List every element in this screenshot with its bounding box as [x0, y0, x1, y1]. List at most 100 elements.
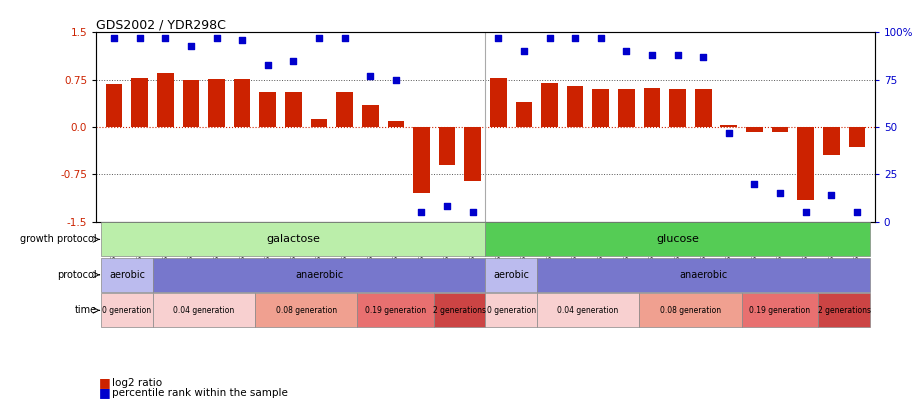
- Bar: [234, 79, 250, 127]
- Bar: [434, 293, 485, 327]
- Point: [107, 35, 122, 41]
- Text: 2 generations: 2 generations: [818, 306, 870, 315]
- Point: [645, 52, 660, 58]
- Bar: [618, 89, 635, 127]
- Text: time: time: [74, 305, 97, 315]
- Bar: [255, 293, 357, 327]
- Bar: [102, 258, 153, 292]
- Text: growth protocol: growth protocol: [20, 234, 97, 244]
- Bar: [670, 89, 686, 127]
- Point: [414, 209, 429, 215]
- Text: ■: ■: [99, 376, 111, 389]
- Bar: [516, 102, 532, 127]
- Text: 0.08 generation: 0.08 generation: [276, 306, 337, 315]
- Point: [133, 35, 147, 41]
- Bar: [644, 88, 660, 127]
- Text: 0.19 generation: 0.19 generation: [749, 306, 811, 315]
- Point: [773, 190, 788, 196]
- Bar: [336, 92, 353, 127]
- Point: [747, 181, 762, 187]
- Bar: [131, 78, 148, 127]
- Text: 0 generation: 0 generation: [486, 306, 536, 315]
- Bar: [102, 293, 153, 327]
- Point: [286, 58, 300, 64]
- Point: [388, 77, 403, 83]
- Text: 0.04 generation: 0.04 generation: [557, 306, 618, 315]
- Text: anaerobic: anaerobic: [679, 270, 727, 280]
- Point: [183, 43, 198, 49]
- Text: GDS2002 / YDR298C: GDS2002 / YDR298C: [96, 18, 226, 31]
- Bar: [387, 121, 404, 127]
- Point: [465, 209, 480, 215]
- Text: protocol: protocol: [57, 270, 97, 280]
- Text: aerobic: aerobic: [493, 270, 529, 280]
- Bar: [153, 293, 255, 327]
- Text: 0.19 generation: 0.19 generation: [365, 306, 427, 315]
- Bar: [208, 79, 225, 127]
- Bar: [797, 127, 814, 200]
- Point: [234, 37, 249, 43]
- Bar: [823, 127, 840, 156]
- Point: [260, 61, 275, 68]
- Point: [849, 209, 864, 215]
- Bar: [485, 222, 869, 256]
- Point: [619, 48, 634, 55]
- Point: [158, 35, 172, 41]
- Bar: [490, 78, 507, 127]
- Bar: [537, 293, 639, 327]
- Point: [337, 35, 352, 41]
- Bar: [537, 258, 869, 292]
- Point: [799, 209, 813, 215]
- Text: glucose: glucose: [656, 234, 699, 244]
- Text: 0 generation: 0 generation: [103, 306, 151, 315]
- Point: [671, 52, 685, 58]
- Bar: [695, 89, 712, 127]
- Text: anaerobic: anaerobic: [295, 270, 344, 280]
- Text: ■: ■: [99, 386, 111, 399]
- Bar: [485, 258, 537, 292]
- Text: galactose: galactose: [267, 234, 321, 244]
- Point: [311, 35, 326, 41]
- Bar: [102, 222, 485, 256]
- Bar: [721, 125, 737, 127]
- Bar: [362, 105, 378, 127]
- Text: 0.04 generation: 0.04 generation: [173, 306, 234, 315]
- Point: [722, 130, 736, 136]
- Point: [363, 72, 377, 79]
- Bar: [157, 73, 174, 127]
- Text: aerobic: aerobic: [109, 270, 145, 280]
- Point: [823, 192, 838, 198]
- Bar: [285, 92, 301, 127]
- Bar: [439, 127, 455, 165]
- Bar: [848, 127, 866, 147]
- Bar: [593, 89, 609, 127]
- Point: [491, 35, 506, 41]
- Point: [594, 35, 608, 41]
- Bar: [464, 127, 481, 181]
- Point: [568, 35, 583, 41]
- Point: [696, 54, 711, 60]
- Bar: [746, 127, 763, 132]
- Point: [542, 35, 557, 41]
- Bar: [357, 293, 434, 327]
- Bar: [182, 80, 200, 127]
- Bar: [567, 86, 583, 127]
- Text: 0.08 generation: 0.08 generation: [660, 306, 721, 315]
- Point: [209, 35, 224, 41]
- Bar: [639, 293, 742, 327]
- Bar: [818, 293, 869, 327]
- Bar: [259, 92, 276, 127]
- Bar: [311, 119, 327, 127]
- Bar: [413, 127, 430, 193]
- Text: percentile rank within the sample: percentile rank within the sample: [112, 388, 288, 398]
- Bar: [771, 127, 789, 132]
- Text: 2 generations: 2 generations: [433, 306, 486, 315]
- Text: log2 ratio: log2 ratio: [112, 378, 162, 388]
- Bar: [105, 84, 123, 127]
- Bar: [742, 293, 818, 327]
- Bar: [485, 293, 537, 327]
- Point: [517, 48, 531, 55]
- Point: [440, 203, 454, 210]
- Bar: [541, 83, 558, 127]
- Bar: [153, 258, 485, 292]
